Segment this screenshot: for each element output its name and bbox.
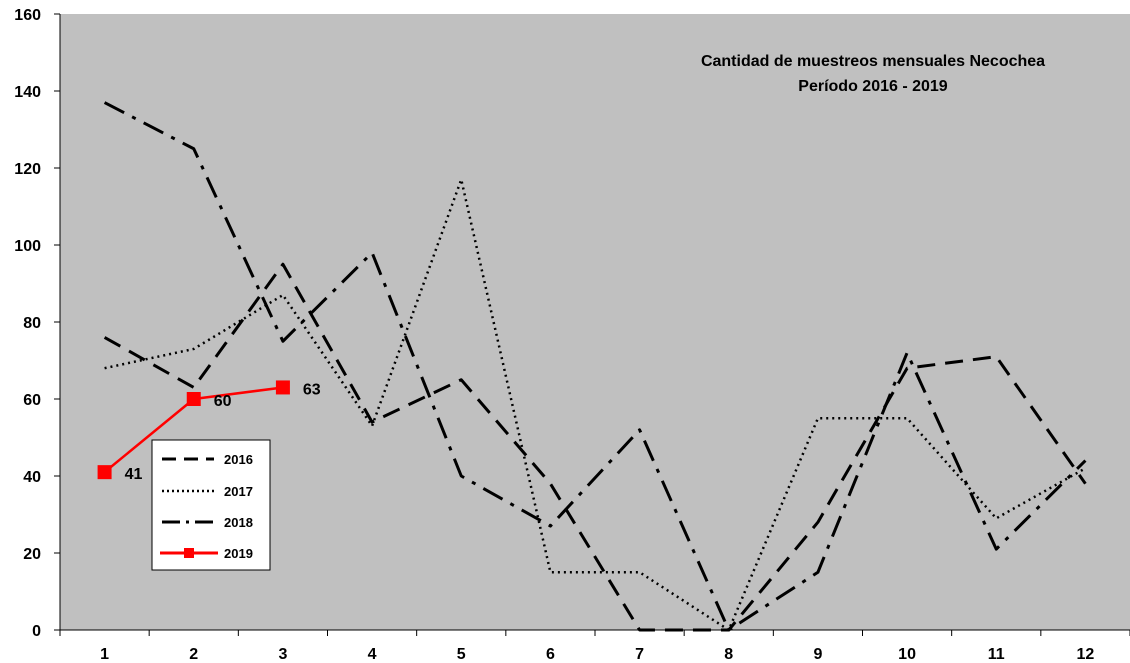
series-line-2016 [103, 262, 1087, 632]
x-tick-label: 3 [278, 646, 287, 663]
legend-label-2019: 2019 [224, 546, 253, 561]
x-tick-label: 8 [724, 646, 733, 663]
x-tick-label: 12 [1077, 646, 1095, 663]
x-tick-label: 9 [813, 646, 822, 663]
legend-label-2017: 2017 [224, 484, 253, 499]
y-tick-label: 0 [32, 623, 41, 640]
series-line-2018 [103, 101, 1087, 632]
series-point-2019 [275, 380, 290, 395]
legend-marker-2019 [184, 548, 194, 558]
legend-box [151, 439, 271, 571]
series-layer [97, 101, 1087, 632]
data-label-2019: 63 [303, 381, 321, 398]
x-tick-label: 1 [100, 646, 109, 663]
data-labels: 41 60 63 [125, 381, 321, 483]
y-tick-label: 80 [23, 315, 41, 332]
series-point-2019 [97, 465, 112, 480]
x-tick-label: 6 [546, 646, 555, 663]
y-tick-label: 20 [23, 546, 41, 563]
series-point-2019 [186, 392, 201, 406]
data-label-2019: 60 [214, 393, 232, 410]
x-tick-label: 11 [988, 646, 1005, 663]
x-tick-label: 5 [457, 646, 466, 663]
y-tick-label: 160 [14, 7, 41, 24]
y-tick-label: 40 [23, 469, 41, 486]
y-tick-label: 100 [14, 238, 41, 255]
legend-label-2018: 2018 [224, 515, 253, 530]
data-label-2019: 41 [125, 466, 143, 483]
series-line-2017 [104, 178, 1087, 632]
y-tick-label: 60 [23, 392, 41, 409]
x-tick-label: 2 [189, 646, 198, 663]
chart-subtitle: Período 2016 - 2019 [798, 78, 948, 95]
x-tick-label: 4 [368, 646, 377, 663]
x-tick-label: 10 [898, 646, 916, 663]
chart-title-block: Cantidad de muestreos mensuales Necochea… [701, 53, 1045, 95]
y-tick-label: 140 [14, 84, 41, 101]
x-tick-label: 7 [635, 646, 644, 663]
y-tick-label: 120 [14, 161, 41, 178]
legend-label-2016: 2016 [224, 452, 253, 467]
legend: 2016 2017 2018 2019 [151, 439, 271, 571]
chart-title: Cantidad de muestreos mensuales Necochea [701, 53, 1045, 70]
